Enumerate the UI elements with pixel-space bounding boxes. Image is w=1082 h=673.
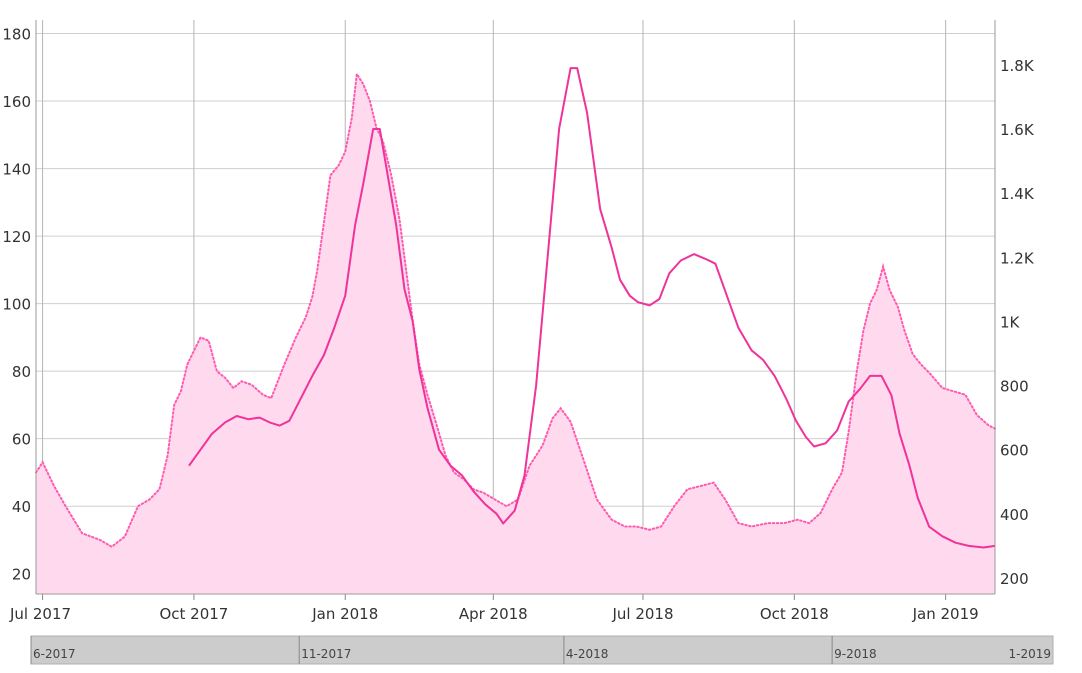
area-series-line — [35, 71, 996, 548]
right-tick-label: 1.6K — [1000, 121, 1035, 139]
range-navigator[interactable]: 6-2017 11-2017 4-2018 9-2018 1-2019 — [30, 635, 1054, 665]
navigator-label: 1-2019 — [1008, 647, 1051, 661]
navigator-label: 4-2018 — [566, 647, 609, 661]
x-tick-label: Jul 2018 — [611, 605, 673, 623]
left-tick-label: 160 — [2, 93, 31, 111]
line-series — [188, 67, 996, 549]
axes — [35, 20, 996, 600]
x-tick-label: Oct 2018 — [760, 605, 829, 623]
right-tick-label: 600 — [1000, 442, 1029, 460]
x-tick-label: Oct 2017 — [159, 605, 228, 623]
left-tick-label: 180 — [2, 26, 31, 44]
area-series-fill — [36, 74, 995, 594]
left-tick-label: 100 — [2, 296, 31, 314]
right-axis-tick-labels: 200 400 600 800 1K 1.2K 1.4K 1.6K 1.8K — [1000, 57, 1035, 588]
right-tick-label: 200 — [1000, 570, 1029, 588]
x-tick-label: Apr 2018 — [459, 605, 528, 623]
right-tick-label: 1.4K — [1000, 185, 1035, 203]
line-series-layer — [188, 67, 996, 549]
left-tick-label: 120 — [2, 228, 31, 246]
navigator-label: 11-2017 — [301, 647, 351, 661]
navigator-label: 9-2018 — [834, 647, 877, 661]
navigator-track[interactable] — [30, 635, 1054, 665]
right-tick-label: 1.8K — [1000, 57, 1035, 75]
area-series-layer — [35, 71, 996, 594]
right-tick-label: 1K — [1000, 313, 1021, 331]
x-tick-label: Jul 2017 — [9, 605, 71, 623]
navigator-label: 6-2017 — [33, 647, 76, 661]
right-tick-label: 400 — [1000, 506, 1029, 524]
left-tick-label: 20 — [12, 566, 31, 584]
left-tick-label: 40 — [12, 498, 31, 516]
x-tick-label: Jan 2019 — [912, 605, 979, 623]
x-tick-label: Jan 2018 — [311, 605, 378, 623]
right-tick-label: 800 — [1000, 378, 1029, 396]
left-tick-label: 80 — [12, 363, 31, 381]
left-tick-label: 60 — [12, 431, 31, 449]
right-tick-label: 1.2K — [1000, 249, 1035, 267]
left-axis-tick-labels: 20 40 60 80 100 120 140 160 180 — [2, 26, 31, 584]
left-tick-label: 140 — [2, 161, 31, 179]
x-axis-tick-labels: Jul 2017 Oct 2017 Jan 2018 Apr 2018 Jul 2018… — [9, 605, 979, 623]
